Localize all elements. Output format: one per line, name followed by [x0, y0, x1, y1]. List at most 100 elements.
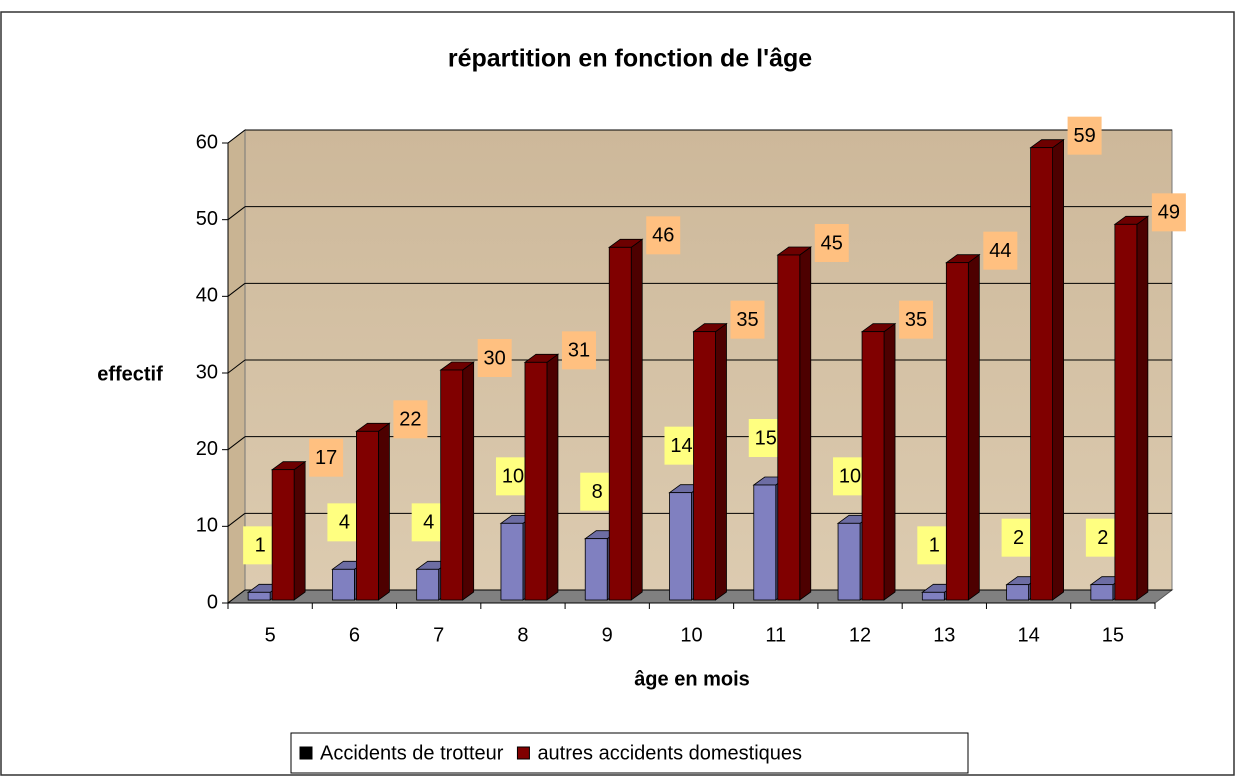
chart-title: répartition en fonction de l'âge	[448, 45, 812, 73]
x-tick-label: 14	[1017, 624, 1039, 646]
data-label: 15	[755, 427, 777, 449]
bar	[608, 246, 632, 601]
data-label: 45	[821, 232, 843, 254]
legend-swatch	[299, 746, 313, 760]
bar-side	[378, 422, 390, 601]
data-label: 30	[484, 347, 506, 369]
bar	[861, 331, 885, 601]
bar	[440, 369, 464, 601]
data-label-box	[393, 400, 428, 439]
bar-side	[967, 253, 980, 601]
y-tick-label: 50	[196, 208, 218, 230]
data-label-box	[1001, 518, 1036, 557]
x-axis-label: âge en mois	[634, 668, 750, 690]
legend-label: autres accidents domestiques	[537, 742, 802, 764]
bar	[777, 254, 801, 601]
data-label: 46	[652, 225, 674, 247]
data-label-box	[580, 472, 615, 511]
x-tick-label: 6	[349, 624, 360, 646]
legend-box	[290, 732, 969, 774]
bar-side	[546, 353, 559, 601]
data-label-box	[983, 231, 1018, 270]
y-tick-label: 40	[196, 285, 218, 307]
data-label-box	[899, 300, 934, 339]
grid-line-side	[227, 512, 246, 527]
data-label: 2	[1097, 527, 1108, 549]
bar	[332, 568, 355, 601]
bar	[753, 484, 777, 601]
data-label: 59	[1073, 125, 1095, 147]
bar	[584, 538, 608, 601]
bar	[500, 522, 524, 601]
legend-swatch	[516, 746, 530, 760]
data-label-box	[561, 331, 596, 370]
bar-side	[799, 246, 812, 601]
data-label-box	[730, 300, 765, 339]
data-label-box	[495, 457, 530, 496]
bar	[693, 331, 716, 601]
bar-side	[883, 322, 896, 601]
bar	[669, 492, 692, 601]
grid-line-side	[227, 436, 246, 451]
bar	[1114, 223, 1138, 601]
x-tick-label: 9	[602, 624, 613, 646]
y-tick-label: 20	[196, 438, 218, 460]
bar-side	[462, 361, 475, 601]
data-label: 8	[592, 481, 603, 503]
x-tick-label: 15	[1102, 624, 1124, 646]
data-label-box	[917, 526, 952, 565]
data-label-box	[411, 503, 446, 542]
data-label: 22	[399, 409, 421, 431]
bar-side	[1052, 138, 1064, 601]
data-label-box	[664, 426, 699, 465]
grid-line-side	[227, 206, 246, 221]
grid-line-side	[227, 589, 246, 604]
bar	[416, 568, 440, 601]
data-label: 31	[568, 340, 590, 362]
bar	[1090, 584, 1114, 601]
bar-side	[293, 460, 306, 601]
data-label: 10	[502, 466, 524, 488]
data-label: 4	[423, 512, 434, 534]
data-label-box	[814, 224, 849, 262]
data-label-box	[1151, 193, 1186, 232]
y-tick-label: 10	[196, 515, 218, 537]
bar-side	[715, 322, 727, 601]
x-tick-label: 8	[517, 624, 528, 646]
legend-label: Accidents de trotteur	[320, 742, 504, 764]
x-tick-label: 13	[933, 624, 955, 646]
data-label: 1	[929, 535, 940, 557]
y-axis-label: effectif	[97, 363, 163, 385]
bar	[945, 262, 969, 601]
data-label: 10	[839, 466, 861, 488]
y-tick-label: 0	[207, 591, 218, 613]
data-label-box	[327, 503, 362, 542]
data-label: 14	[670, 435, 692, 457]
x-tick-label: 7	[433, 624, 444, 646]
x-tick-label: 5	[265, 624, 276, 646]
x-tick-label: 11	[765, 624, 786, 646]
grid-line-side	[227, 282, 246, 297]
data-label: 49	[1158, 202, 1180, 224]
bar-side	[1136, 215, 1149, 601]
y-tick-label: 60	[196, 131, 218, 153]
data-label: 4	[339, 512, 350, 534]
data-label-box	[1067, 116, 1102, 155]
grid-line-side	[227, 129, 246, 144]
bar	[921, 591, 945, 601]
data-label: 35	[736, 309, 758, 331]
bar	[1006, 584, 1029, 601]
data-label: 17	[315, 447, 337, 469]
y-tick-label: 30	[196, 361, 218, 383]
bar	[356, 430, 379, 601]
grid-line-side	[227, 359, 246, 374]
data-label: 35	[905, 309, 927, 331]
data-label-box	[833, 457, 868, 496]
bar	[524, 361, 548, 601]
bar-side	[630, 238, 643, 601]
bar	[247, 591, 271, 601]
x-tick-label: 10	[680, 624, 702, 646]
data-label-box	[1085, 518, 1120, 557]
data-label-box	[477, 339, 512, 377]
